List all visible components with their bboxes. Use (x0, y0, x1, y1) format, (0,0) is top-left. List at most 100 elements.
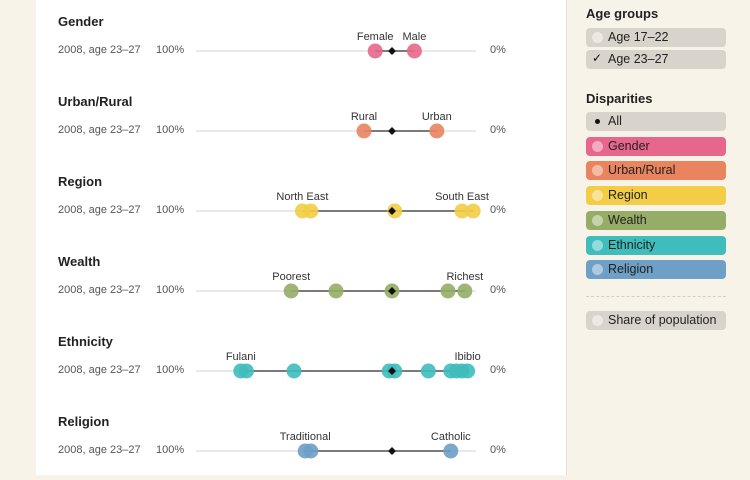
data-point[interactable] (303, 203, 319, 219)
data-point[interactable] (443, 443, 459, 459)
row-title: Wealth (58, 254, 101, 269)
point-label: Female (357, 31, 394, 43)
row-subtitle: 2008, age 23–27 (58, 444, 141, 456)
disparity-option-all[interactable]: All (586, 112, 726, 131)
point-label: South East (435, 191, 489, 203)
point-label: Fulani (226, 351, 256, 363)
data-point[interactable] (328, 283, 344, 299)
axis-left-label: 100% (156, 44, 185, 56)
data-point[interactable] (303, 443, 319, 459)
row-title: Region (58, 174, 103, 189)
disparity-option-region[interactable]: Region (586, 186, 726, 206)
mean-marker (388, 127, 396, 135)
radio-empty-icon (592, 214, 603, 226)
data-point[interactable] (457, 283, 473, 299)
axis-right-label: 0% (490, 204, 506, 216)
age-17-22-option[interactable]: Age 17–22 (586, 28, 726, 47)
point-label: Catholic (431, 431, 471, 443)
point-label: Urban (422, 111, 452, 123)
disparity-option-gender[interactable]: Gender (586, 136, 726, 156)
disparity-option-label: Urban/Rural (608, 163, 676, 178)
disparity-option-urban-rural[interactable]: Urban/Rural (586, 161, 726, 181)
point-label: Ibibio (454, 351, 480, 363)
row-subtitle: 2008, age 23–27 (58, 204, 141, 216)
selected-dot-icon (595, 119, 600, 124)
data-point[interactable] (367, 43, 383, 59)
row-plot: Fulani Ibibio (196, 351, 481, 379)
axis-left-label: 100% (156, 124, 185, 136)
axis-left-label: 100% (156, 204, 185, 216)
sidebar-separator (586, 296, 726, 297)
data-point[interactable] (465, 203, 481, 219)
point-label: Poorest (272, 271, 310, 283)
chart-row-region: Region 2008, age 23–27 100% 0% North East Sou… (36, 160, 566, 240)
axis-left-label: 100% (156, 444, 185, 456)
disparities-heading: Disparities (586, 91, 653, 106)
data-point[interactable] (286, 363, 302, 379)
radio-empty-icon (592, 190, 603, 202)
share-of-population-toggle[interactable]: Share of population (586, 311, 726, 330)
row-subtitle: 2008, age 23–27 (58, 364, 141, 376)
disparity-option-label: Wealth (608, 212, 647, 227)
row-plot: Traditional Catholic (196, 431, 476, 459)
mean-marker (388, 287, 396, 295)
disparity-option-label: Gender (608, 138, 650, 153)
row-title: Religion (58, 414, 110, 429)
axis-right-label: 0% (490, 44, 506, 56)
data-point[interactable] (454, 203, 470, 219)
data-point[interactable] (420, 363, 436, 379)
data-point[interactable] (440, 283, 456, 299)
age-groups-heading: Age groups (586, 6, 659, 21)
chart-row-wealth: Wealth 2008, age 23–27 100% 0% Poorest Riches… (36, 240, 566, 320)
disparity-option-wealth[interactable]: Wealth (586, 210, 726, 230)
checkmark-icon: ✓ (592, 51, 603, 65)
row-subtitle: 2008, age 23–27 (58, 284, 141, 296)
chart-row-gender: Gender 2008, age 23–27 100% 0% Female Male (36, 0, 566, 80)
age-option-label: Age 17–22 (608, 30, 669, 44)
mean-marker (388, 47, 396, 55)
share-label: Share of population (608, 313, 717, 327)
axis-right-label: 0% (490, 364, 506, 376)
data-point[interactable] (406, 43, 422, 59)
point-label: Rural (351, 111, 377, 123)
chart-row-religion: Religion 2008, age 23–27 100% 0% Traditional… (36, 400, 566, 480)
mean-marker (388, 367, 396, 375)
data-point[interactable] (460, 363, 476, 379)
radio-empty-icon (592, 239, 603, 251)
radio-empty-icon (592, 32, 603, 43)
row-title: Gender (58, 14, 104, 29)
radio-empty-icon (592, 165, 603, 177)
age-option-label: Age 23–27 (608, 52, 669, 66)
disparity-option-ethnicity[interactable]: Ethnicity (586, 235, 726, 255)
disparity-option-religion[interactable]: Religion (586, 260, 726, 280)
radio-empty-icon (592, 264, 603, 276)
point-label: Richest (446, 271, 483, 283)
chart-panel: Gender 2008, age 23–27 100% 0% Female Male Urb… (36, 0, 566, 475)
chart-row-urban-rural: Urban/Rural 2008, age 23–27 100% 0% Rural Urb… (36, 80, 566, 160)
data-point[interactable] (283, 283, 299, 299)
axis-right-label: 0% (490, 124, 506, 136)
mean-marker (388, 207, 396, 215)
age-23-27-option[interactable]: ✓ Age 23–27 (586, 50, 726, 69)
disparity-option-label: Ethnicity (608, 237, 656, 252)
disparity-option-label: Religion (608, 262, 654, 277)
data-point[interactable] (238, 363, 254, 379)
axis-right-label: 0% (490, 444, 506, 456)
point-label: North East (276, 191, 328, 203)
disparity-option-label: Region (608, 188, 648, 203)
axis-left-label: 100% (156, 284, 185, 296)
data-point[interactable] (429, 123, 445, 139)
axis-right-label: 0% (490, 284, 506, 296)
disparity-option-label: All (608, 114, 622, 128)
data-point[interactable] (356, 123, 372, 139)
point-label: Male (402, 31, 426, 43)
axis-left-label: 100% (156, 364, 185, 376)
chart-row-ethnicity: Ethnicity 2008, age 23–27 100% 0% Fulani Ibib… (36, 320, 566, 400)
point-label: Traditional (280, 431, 331, 443)
row-plot: Female Male (196, 31, 476, 59)
row-title: Ethnicity (58, 334, 113, 349)
panel-divider (566, 0, 567, 475)
row-plot: North East South East (196, 191, 489, 219)
radio-empty-icon (592, 140, 603, 152)
radio-empty-icon (592, 315, 603, 326)
